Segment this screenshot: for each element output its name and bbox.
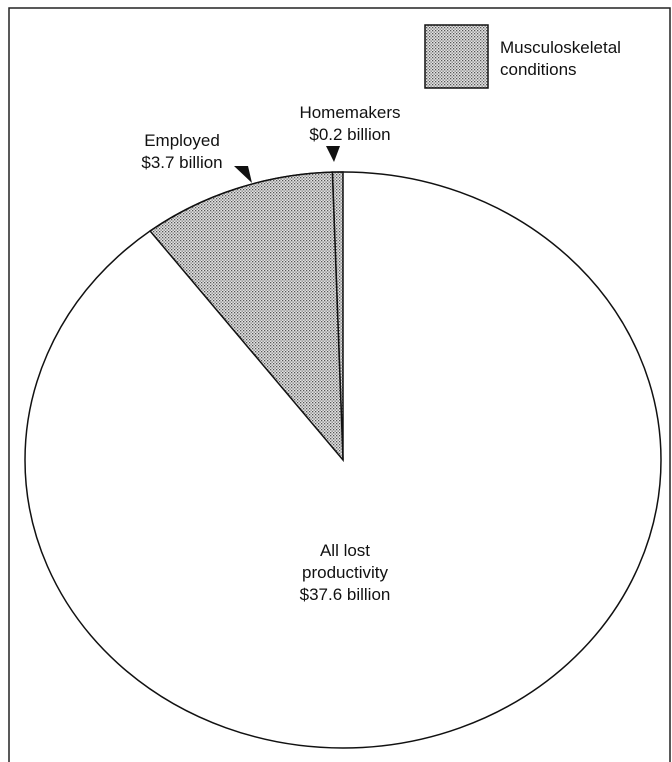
category: Homemakers [299, 103, 401, 122]
arrow [326, 146, 340, 162]
pie-slice [149, 171, 344, 463]
value-label: $0.2 billion [309, 125, 391, 144]
value-label: $3.7 billion [141, 153, 223, 172]
total-name: All lost productivity [302, 541, 388, 582]
category: Employed [144, 131, 220, 150]
legend-swatch [424, 24, 489, 89]
slice-label: Homemakers $0.2 billion [280, 102, 420, 146]
frame [8, 7, 671, 762]
slice-label: Employed $3.7 billion [112, 130, 252, 174]
legend-label: Musculoskeletal conditions [500, 38, 621, 79]
arrow [234, 166, 252, 183]
pie [24, 171, 662, 749]
total-label: All lost productivity $37.6 billion [270, 540, 420, 606]
total-value: $37.6 billion [299, 585, 391, 604]
